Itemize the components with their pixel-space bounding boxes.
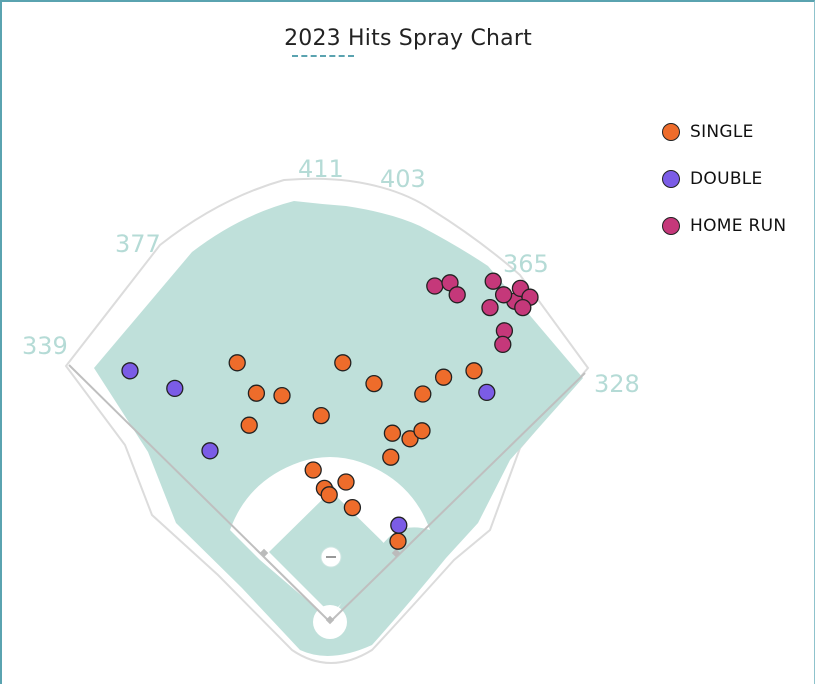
hit-marker-single-19[interactable] bbox=[343, 498, 362, 517]
chart-title-text: 2023 Hits Spray Chart bbox=[284, 26, 532, 51]
legend-label-single: SINGLE bbox=[690, 122, 754, 142]
hit-marker-double-1[interactable] bbox=[166, 379, 184, 398]
legend-item-home-run[interactable]: HOME RUN bbox=[662, 214, 786, 238]
hit-marker-home-run-6[interactable] bbox=[481, 298, 499, 317]
hit-marker-single-18[interactable] bbox=[389, 532, 407, 550]
distance-label-rf-line: 328 bbox=[594, 370, 640, 398]
hit-marker-double-2[interactable] bbox=[121, 362, 139, 380]
home-plate bbox=[325, 615, 335, 625]
hit-marker-single-13[interactable] bbox=[228, 354, 246, 372]
hit-marker-single-12[interactable] bbox=[247, 384, 266, 402]
hit-marker-home-run-4[interactable] bbox=[484, 272, 502, 290]
hit-marker-single-15[interactable] bbox=[240, 416, 258, 434]
distance-label-rf: 365 bbox=[503, 250, 549, 278]
legend-swatch-double bbox=[662, 170, 680, 188]
hit-marker-single-14[interactable] bbox=[334, 354, 352, 372]
hit-marker-home-run-1[interactable] bbox=[426, 277, 444, 295]
distance-label-rcf: 403 bbox=[380, 165, 426, 193]
hit-marker-double-4[interactable] bbox=[390, 516, 408, 534]
legend-swatch-home-run bbox=[662, 217, 680, 235]
legend-label-double: DOUBLE bbox=[690, 169, 763, 189]
chart-title: 2023 Hits Spray Chart bbox=[0, 26, 816, 51]
right-foul-line bbox=[329, 372, 586, 623]
hit-marker-single-10[interactable] bbox=[465, 362, 483, 380]
hit-marker-single-6[interactable] bbox=[413, 422, 431, 440]
hit-marker-single-20[interactable] bbox=[320, 486, 338, 504]
hit-marker-home-run-10[interactable] bbox=[514, 298, 532, 317]
legend-swatch-single bbox=[662, 123, 680, 141]
hit-marker-single-9[interactable] bbox=[434, 368, 453, 386]
title-underline bbox=[292, 55, 354, 57]
hit-marker-single-7[interactable] bbox=[365, 374, 383, 393]
legend: SINGLE DOUBLE HOME RUN bbox=[662, 120, 786, 261]
distance-label-cf: 411 bbox=[298, 155, 344, 183]
hit-marker-single-2[interactable] bbox=[382, 448, 400, 466]
pitchers-rubber bbox=[326, 556, 336, 558]
legend-item-double[interactable]: DOUBLE bbox=[662, 167, 786, 191]
outfield-grass bbox=[94, 201, 583, 656]
hit-marker-single-5[interactable] bbox=[312, 406, 330, 425]
hit-markers bbox=[121, 272, 539, 550]
hit-marker-home-run-12[interactable] bbox=[494, 335, 512, 354]
third-base bbox=[259, 548, 269, 558]
hit-marker-single-17[interactable] bbox=[337, 473, 355, 491]
first-base bbox=[391, 548, 401, 558]
hit-marker-single-3[interactable] bbox=[401, 430, 419, 448]
left-foul-line bbox=[68, 364, 331, 623]
legend-label-home-run: HOME RUN bbox=[690, 216, 787, 236]
hit-marker-double-3[interactable] bbox=[201, 442, 219, 460]
hit-marker-home-run-3[interactable] bbox=[448, 286, 466, 304]
hit-marker-home-run-8[interactable] bbox=[494, 286, 513, 304]
hit-marker-single-1[interactable] bbox=[304, 461, 322, 479]
legend-item-single[interactable]: SINGLE bbox=[662, 120, 786, 144]
hit-marker-single-8[interactable] bbox=[414, 385, 432, 403]
distance-label-lf-line: 339 bbox=[22, 332, 68, 360]
hit-marker-double-5[interactable] bbox=[478, 383, 496, 402]
distance-label-lf: 377 bbox=[115, 230, 161, 258]
hit-marker-single-4[interactable] bbox=[383, 424, 402, 442]
hit-marker-single-11[interactable] bbox=[273, 386, 291, 405]
